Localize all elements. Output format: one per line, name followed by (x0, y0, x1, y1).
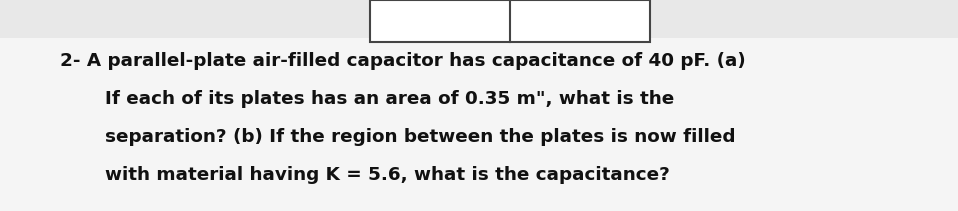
Text: with material having K = 5.6, what is the capacitance?: with material having K = 5.6, what is th… (105, 166, 670, 184)
Text: 2- A parallel-plate air-filled capacitor has capacitance of 40 pF. (a): 2- A parallel-plate air-filled capacitor… (60, 52, 745, 70)
Text: If each of its plates has an area of 0.35 m", what is the: If each of its plates has an area of 0.3… (105, 90, 674, 108)
Bar (370, 0, 650, 42)
Text: separation? (b) If the region between the plates is now filled: separation? (b) If the region between th… (105, 128, 736, 146)
Bar (0, 38, 958, 211)
